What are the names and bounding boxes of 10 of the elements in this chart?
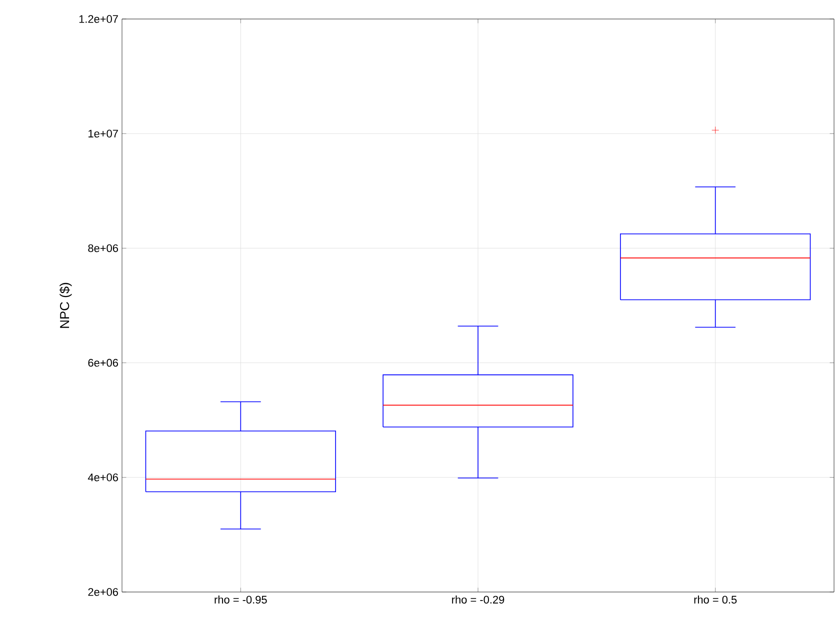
x-tick-label: rho = -0.95 (214, 596, 267, 604)
x-tick-label: rho = 0.5 (694, 596, 737, 604)
y-tick-label: 8e+06 (88, 244, 118, 252)
y-tick-label: 2e+06 (88, 588, 118, 596)
x-tick-label: rho = -0.29 (452, 596, 504, 604)
y-tick-label: 1e+07 (88, 130, 118, 138)
y-tick-label: 4e+06 (88, 474, 118, 482)
y-tick-label: 6e+06 (88, 358, 118, 367)
y-tick-label: 1.2e+07 (79, 15, 118, 23)
y-axis-title: NPC ($) (59, 282, 72, 328)
